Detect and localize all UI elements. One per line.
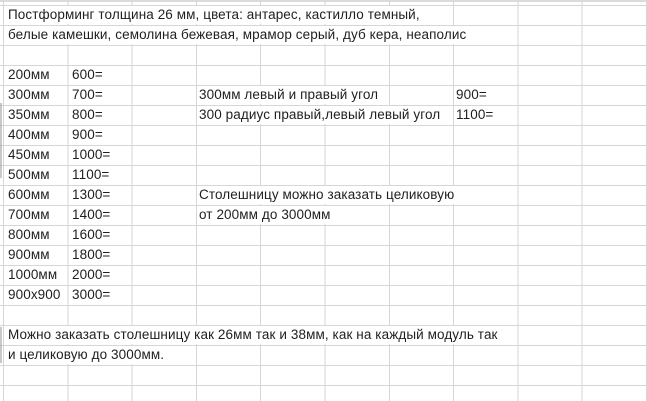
cell-size-9[interactable]: 900мм <box>8 246 53 264</box>
cell-size-0[interactable]: 200мм <box>8 66 53 84</box>
cell-price-4[interactable]: 1000= <box>72 146 114 164</box>
cell-size-2[interactable]: 350мм <box>8 106 53 124</box>
cell-price-2[interactable]: 800= <box>72 106 106 124</box>
cell-header-line2[interactable]: белые камешки, семолина бежевая, мрамор … <box>8 26 470 44</box>
cell-price-11[interactable]: 3000= <box>72 286 114 304</box>
cell-price-10[interactable]: 2000= <box>72 266 114 284</box>
cell-price-9[interactable]: 1800= <box>72 246 114 264</box>
cell-size-7[interactable]: 700мм <box>8 206 53 224</box>
cell-price-1[interactable]: 700= <box>72 86 106 104</box>
cell-footer-line2[interactable]: и целиковую до 3000мм. <box>8 346 168 364</box>
cell-size-8[interactable]: 800мм <box>8 226 53 244</box>
clipped-cell-text-sliver <box>0 327 2 363</box>
cell-price-8[interactable]: 1600= <box>72 226 114 244</box>
cell-whole-note-line2[interactable]: от 200мм до 3000мм <box>199 206 334 224</box>
cell-whole-note-line1[interactable]: Столешницу можно заказать целиковую <box>199 186 458 204</box>
cell-size-11[interactable]: 900x900 <box>8 286 64 304</box>
cell-size-1[interactable]: 300мм <box>8 86 53 104</box>
cell-corner-option-0[interactable]: 300мм левый и правый угол <box>199 86 382 104</box>
cell-footer-line1[interactable]: Можно заказать столешницу как 26мм так и… <box>8 326 501 344</box>
cell-price-7[interactable]: 1400= <box>72 206 114 224</box>
cell-corner-option-price-0[interactable]: 900= <box>456 86 490 104</box>
cell-corner-option-price-1[interactable]: 1100= <box>456 106 497 124</box>
cell-corner-option-1[interactable]: 300 радиус правый,левый левый угол <box>199 106 444 124</box>
cell-size-6[interactable]: 600мм <box>8 186 53 204</box>
cell-price-3[interactable]: 900= <box>72 126 106 144</box>
cell-size-4[interactable]: 450мм <box>8 146 53 164</box>
cell-price-5[interactable]: 1100= <box>72 166 113 184</box>
cell-size-5[interactable]: 500мм <box>8 166 53 184</box>
cell-price-6[interactable]: 1300= <box>72 186 114 204</box>
clipped-cell-text-sliver <box>0 103 2 178</box>
cell-price-0[interactable]: 600= <box>72 66 106 84</box>
cell-size-10[interactable]: 1000мм <box>8 266 61 284</box>
cell-size-3[interactable]: 400мм <box>8 126 53 144</box>
cell-header-line1[interactable]: Постформинг толщина 26 мм, цвета: антаре… <box>8 6 423 24</box>
